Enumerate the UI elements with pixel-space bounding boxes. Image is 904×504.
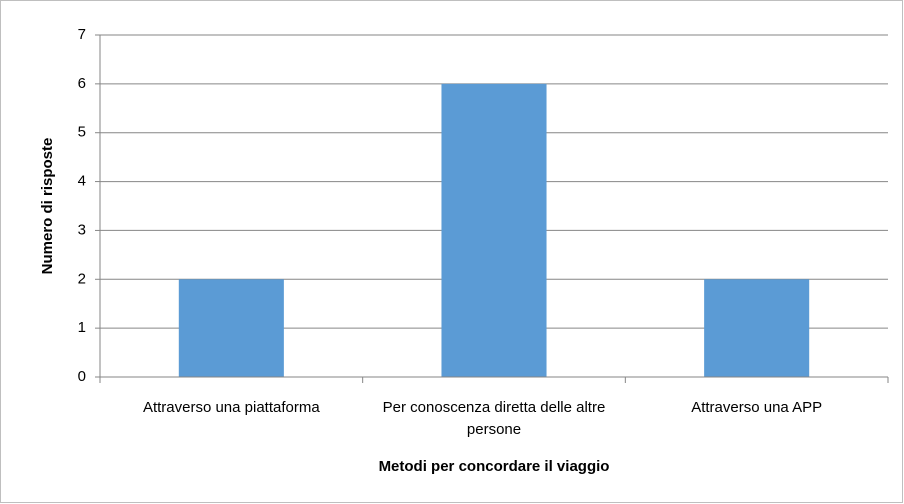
x-axis-title: Metodi per concordare il viaggio: [379, 458, 610, 475]
bar: [704, 279, 810, 377]
x-tick-label: Attraverso una piattaforma: [143, 399, 320, 416]
bar: [178, 279, 284, 377]
x-tick-label-line: persone: [467, 421, 521, 438]
y-tick-label: 1: [78, 319, 86, 336]
y-tick-label: 7: [78, 26, 86, 43]
y-tick-label: 0: [78, 368, 86, 385]
bar: [441, 83, 547, 377]
y-tick-label: 3: [78, 221, 86, 238]
y-tick-label: 2: [78, 270, 86, 287]
y-tick-label: 5: [78, 124, 86, 141]
y-tick-label: 4: [78, 173, 86, 190]
y-tick-label: 6: [78, 75, 86, 92]
y-axis-title: Numero di risposte: [39, 138, 56, 275]
x-tick-label: Per conoscenza diretta delle altre person…: [383, 399, 606, 438]
x-tick-label: Attraverso una APP: [691, 399, 822, 416]
x-tick-label-line: Per conoscenza diretta delle altre: [383, 399, 606, 416]
